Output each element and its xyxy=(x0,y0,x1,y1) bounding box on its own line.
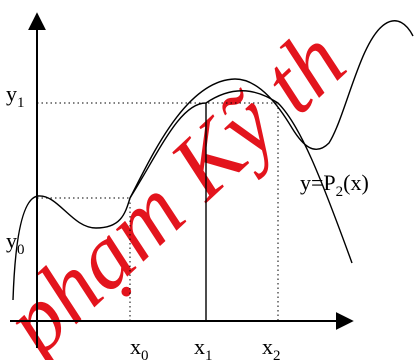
label-x2: x2 xyxy=(262,334,281,360)
function-curve xyxy=(12,20,414,301)
label-x0: x0 xyxy=(130,334,149,360)
polynomial-curve xyxy=(129,90,353,264)
label-x1: x1 xyxy=(194,334,213,360)
label-y1: y1 xyxy=(6,81,25,111)
label-polynomial: y=P2(x) xyxy=(300,170,369,200)
label-y0: y0 xyxy=(6,228,25,258)
